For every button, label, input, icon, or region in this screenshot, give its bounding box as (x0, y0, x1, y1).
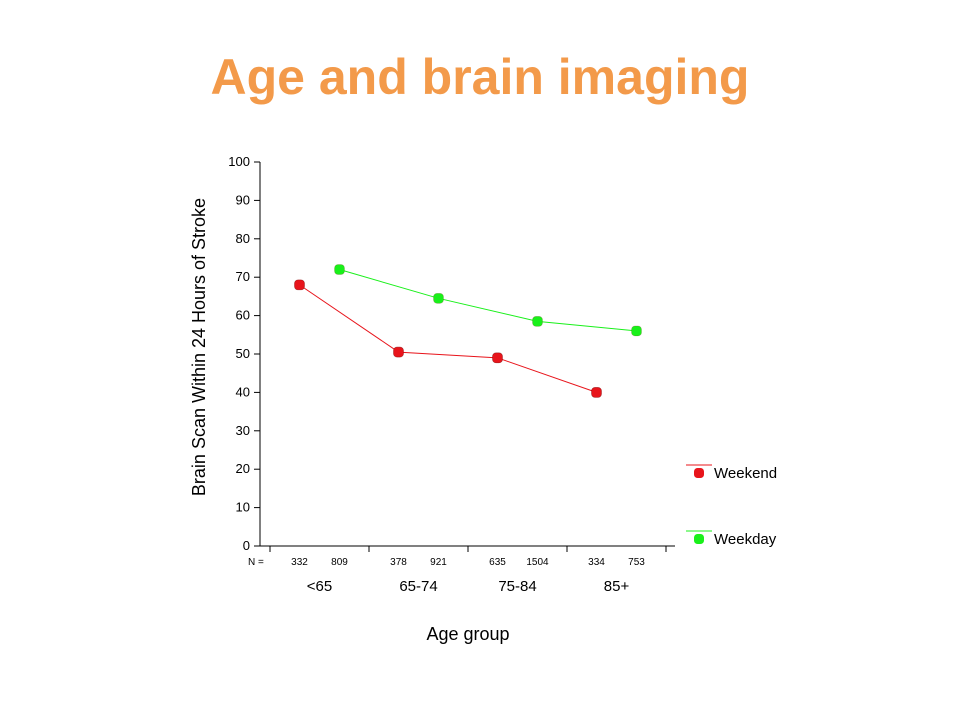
series-line-weekday (339, 269, 637, 332)
category-label: 85+ (604, 578, 630, 595)
data-point (631, 325, 642, 337)
y-axis-title: Brain Scan Within 24 Hours of Stroke (189, 198, 209, 496)
y-tick-label: 50 (236, 346, 250, 361)
y-tick-label: 0 (243, 538, 250, 553)
y-tick-label: 60 (236, 308, 250, 323)
series-layer (294, 264, 642, 398)
data-point (433, 293, 444, 304)
data-point (393, 346, 404, 358)
data-point (334, 264, 345, 275)
n-prefix-label: N = (248, 557, 264, 568)
y-tick-label: 30 (236, 423, 250, 438)
n-value-label: 753 (628, 557, 645, 568)
category-label: 65-74 (399, 578, 437, 595)
y-tick-label: 70 (236, 269, 250, 284)
y-tick-label: 10 (236, 500, 250, 515)
legend-label-weekend: Weekend (714, 465, 777, 482)
data-point (591, 387, 602, 398)
n-value-label: 809 (331, 557, 348, 568)
legend-marker-weekend (694, 468, 704, 478)
n-value-label: 332 (291, 557, 308, 568)
series-line-weekend (299, 284, 597, 393)
y-tick-label: 90 (236, 192, 250, 207)
data-point (294, 279, 305, 291)
y-tick-label: 100 (228, 154, 250, 169)
category-label: 75-84 (498, 578, 536, 595)
category-label: <65 (307, 578, 332, 595)
legend-label-weekday: Weekday (714, 531, 777, 548)
x-axis-ticks (269, 546, 667, 552)
data-point (492, 352, 503, 364)
sample-size-labels: N = 332 378 635 334 809 921 1504 753 (248, 557, 645, 568)
x-axis-title: Age group (426, 624, 509, 644)
category-labels: <65 65-74 75-84 85+ (307, 578, 630, 595)
y-tick-label: 40 (236, 384, 250, 399)
slide-title: Age and brain imaging (210, 49, 750, 105)
n-value-label: 334 (588, 557, 605, 568)
n-value-label: 635 (489, 557, 506, 568)
legend: Weekend Weekday (686, 464, 777, 548)
n-value-label: 378 (390, 557, 407, 568)
legend-marker-weekday (694, 534, 704, 544)
y-tick-label: 80 (236, 231, 250, 246)
y-tick-label: 20 (236, 461, 250, 476)
data-point (532, 316, 543, 327)
n-value-label: 1504 (526, 557, 549, 568)
y-axis-ticks: 0 10 20 30 40 50 60 70 80 90 100 (228, 154, 260, 553)
n-value-label: 921 (430, 557, 447, 568)
